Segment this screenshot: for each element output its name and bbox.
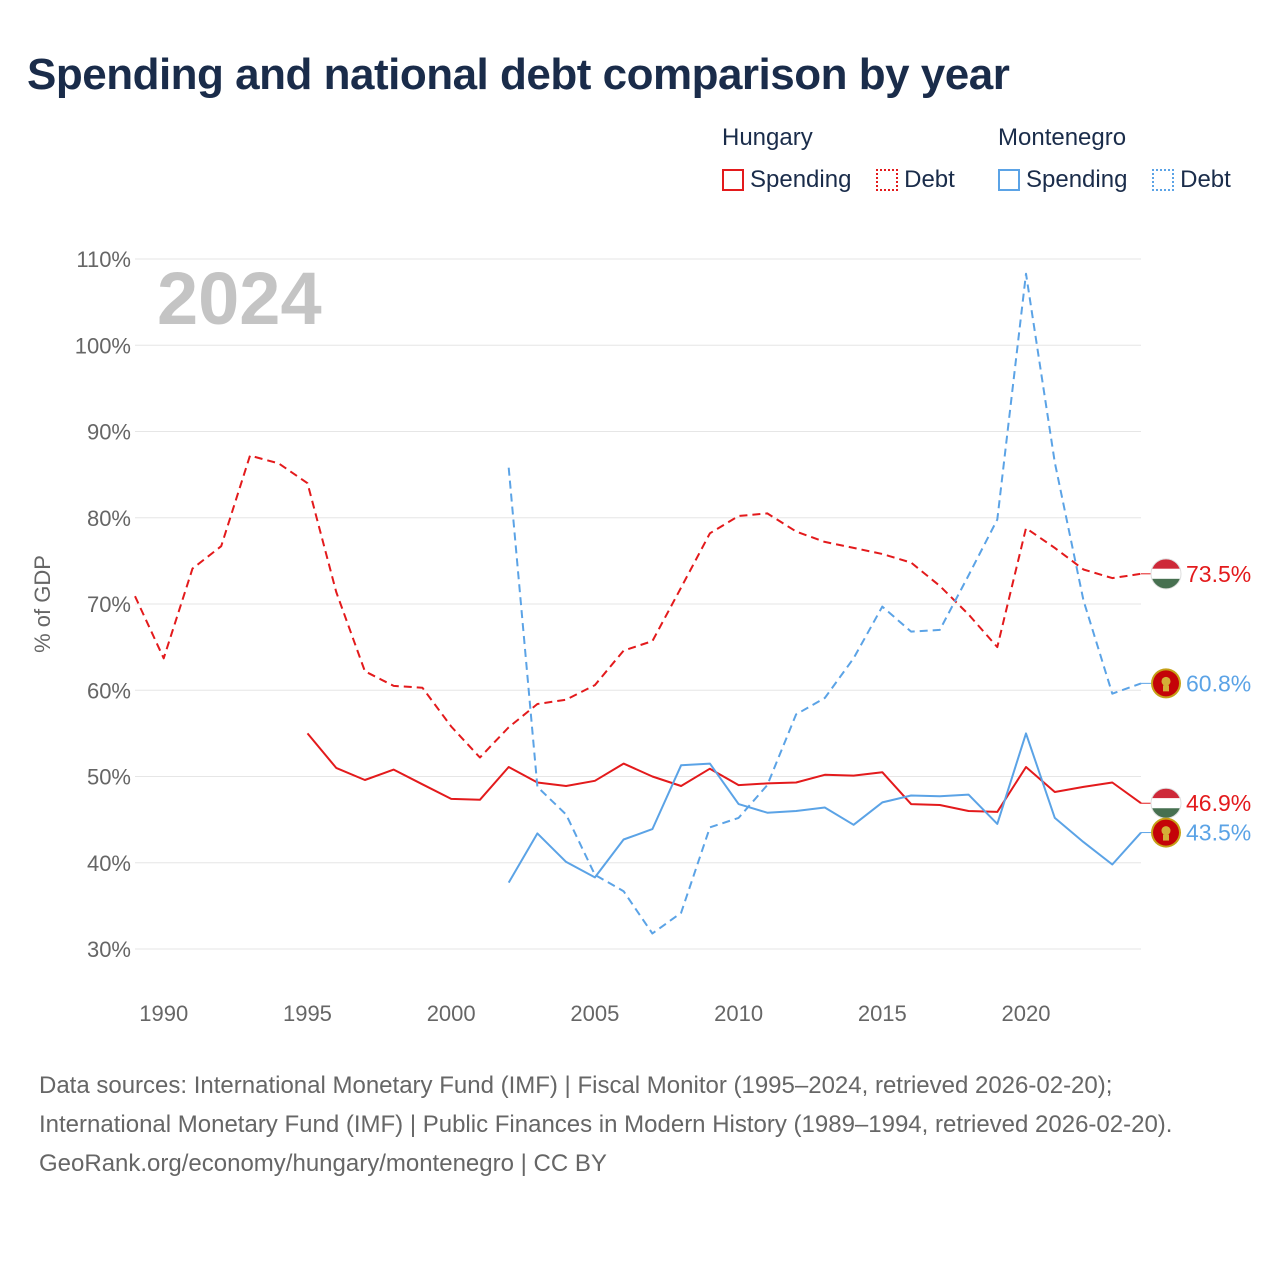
y-tick-label: 40% (87, 851, 131, 876)
y-tick-label: 30% (87, 937, 131, 962)
legend-item-label: Debt (1180, 166, 1231, 193)
hungary-flag-icon (1150, 787, 1182, 819)
footer: Data sources: International Monetary Fun… (39, 1066, 1239, 1183)
y-tick-label: 100% (75, 333, 131, 358)
x-tick-label: 2015 (858, 1001, 907, 1026)
hungary-flag-icon (1150, 558, 1182, 590)
montenegro-flag-icon (1151, 668, 1181, 699)
x-tick-label: 1990 (139, 1001, 188, 1026)
dotted-line-swatch-icon (1152, 169, 1175, 191)
end-markers: 73.5% 46.9% 60.8% 43.5% (1141, 558, 1251, 848)
x-tick-label: 2005 (570, 1001, 619, 1026)
end-value-label: 46.9% (1186, 790, 1251, 816)
legend-item-label: Spending (750, 166, 852, 193)
montenegro-flag-icon (1151, 817, 1181, 848)
x-tick-label: 2020 (1002, 1001, 1051, 1026)
solid-line-swatch-icon (998, 169, 1020, 191)
end-value-label: 43.5% (1186, 820, 1251, 846)
x-tick-label: 2010 (714, 1001, 763, 1026)
legend-item-label: Spending (1026, 166, 1128, 193)
y-tick-label: 70% (87, 592, 131, 617)
hungary-spending-line[interactable] (306, 732, 1142, 813)
hungary-debt-line[interactable] (134, 454, 1142, 759)
year-label: 2024 (157, 257, 322, 340)
line-chart: 30% 40% 50% 60% 70% 80% 90% 100% 110% 1990 1995 20… (30, 247, 1251, 1026)
legend-group-name: Hungary (722, 124, 813, 151)
solid-line-swatch-icon (722, 169, 744, 191)
gridlines (135, 258, 1141, 950)
legend-hungary-debt[interactable]: Debt (876, 166, 955, 194)
series-lines (134, 272, 1142, 935)
y-tick-labels: 30% 40% 50% 60% 70% 80% 90% 100% 110% (75, 247, 131, 962)
end-value-label: 60.8% (1186, 670, 1251, 696)
y-tick-label: 110% (76, 247, 131, 272)
x-tick-labels: 1990 1995 2000 2005 2010 2015 2020 (139, 1001, 1050, 1026)
end-value-label: 73.5% (1186, 561, 1251, 587)
credit-link[interactable]: GeoRank.org/economy/hungary/montenegro |… (39, 1150, 607, 1177)
legend-montenegro-spending[interactable]: Spending (998, 166, 1127, 194)
dotted-line-swatch-icon (876, 169, 899, 191)
legend-hungary: Hungary Spending Debt (722, 124, 973, 198)
data-sources: Data sources: International Monetary Fun… (39, 1072, 1173, 1138)
legend-item-label: Debt (904, 166, 955, 193)
legend-group-name: Montenegro (998, 124, 1127, 151)
montenegro-debt-line[interactable] (507, 272, 1142, 935)
montenegro-spending-line[interactable] (507, 732, 1142, 884)
y-tick-label: 60% (87, 678, 131, 703)
y-tick-label: 90% (87, 420, 131, 445)
legend-montenegro: Montenegro Spending Debt (998, 124, 1231, 198)
x-tick-label: 1995 (283, 1001, 332, 1026)
x-tick-label: 2000 (427, 1001, 476, 1026)
chart-title: Spending and national debt comparison by… (27, 50, 1010, 99)
y-tick-label: 80% (87, 506, 131, 531)
y-tick-label: 50% (87, 765, 131, 790)
legend-montenegro-debt[interactable]: Debt (1152, 166, 1231, 194)
y-axis-label: % of GDP (30, 555, 55, 653)
legend-hungary-spending[interactable]: Spending (722, 166, 851, 194)
